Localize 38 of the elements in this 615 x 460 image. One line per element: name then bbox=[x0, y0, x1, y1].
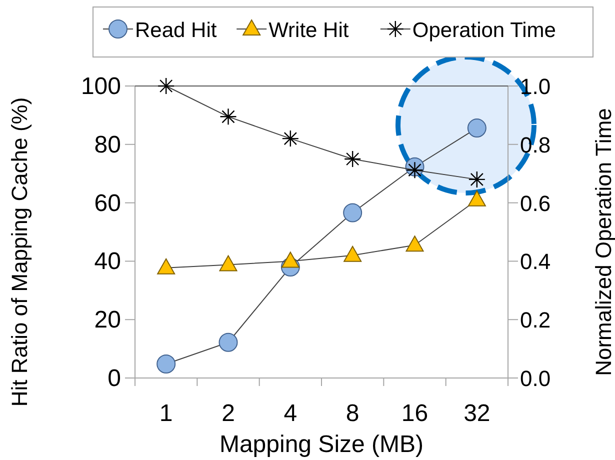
y-tick-label: 0 bbox=[108, 365, 121, 392]
y-tick-label: 20 bbox=[94, 306, 121, 334]
point bbox=[218, 332, 238, 352]
y-tick-label: 40 bbox=[94, 248, 121, 276]
point bbox=[282, 130, 300, 148]
legend-label: Write Hit bbox=[268, 19, 349, 42]
y2-tick-label: 0.6 bbox=[520, 190, 551, 216]
y-axis-title: Hit Ratio of Mapping Cache (%) bbox=[7, 97, 32, 407]
point bbox=[157, 77, 175, 95]
x-tick-label: 2 bbox=[222, 400, 235, 427]
point bbox=[156, 354, 176, 374]
y2-tick-label: 0.4 bbox=[520, 249, 551, 274]
point bbox=[468, 170, 486, 188]
x-tick-label: 16 bbox=[401, 400, 428, 427]
legend-label: Operation Time bbox=[412, 19, 556, 42]
point bbox=[468, 190, 486, 206]
point bbox=[281, 252, 300, 268]
point bbox=[157, 258, 176, 274]
y-tick-label: 60 bbox=[94, 190, 121, 217]
point bbox=[467, 118, 486, 138]
x-axis-title: Mapping Size (MB) bbox=[219, 431, 424, 458]
y-tick-label: 80 bbox=[94, 131, 121, 158]
x-tick-label: 8 bbox=[346, 400, 360, 427]
y2-tick-label: 0.2 bbox=[520, 308, 551, 333]
point bbox=[219, 255, 238, 272]
point bbox=[344, 246, 362, 262]
x-tick-label: 4 bbox=[284, 400, 298, 427]
y2-tick-label: 0.8 bbox=[520, 132, 551, 158]
legend-label: Read Hit bbox=[135, 19, 217, 42]
y2-tick-label: 0.0 bbox=[520, 366, 551, 391]
x-tick-label: 32 bbox=[464, 400, 490, 427]
point bbox=[343, 203, 362, 222]
y-tick-label: 100 bbox=[80, 73, 121, 100]
point bbox=[406, 236, 424, 252]
point bbox=[344, 150, 362, 168]
point bbox=[406, 161, 424, 179]
x-tick-label: 1 bbox=[159, 400, 173, 427]
point bbox=[220, 108, 237, 126]
